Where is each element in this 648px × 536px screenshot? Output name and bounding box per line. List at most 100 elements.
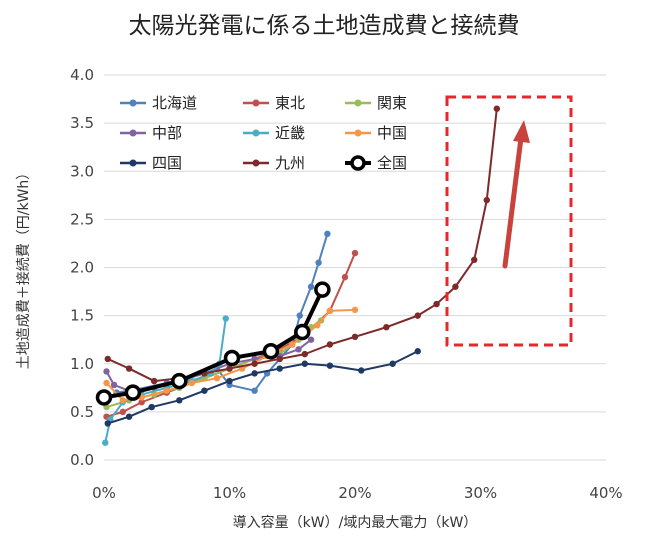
data-point	[262, 342, 280, 360]
plot-area	[95, 105, 501, 446]
chart-title: 太陽光発電に係る土地造成費と接続費	[128, 13, 520, 39]
data-point	[125, 413, 133, 420]
data-point	[103, 379, 110, 387]
y-tick-label: 3.5	[70, 114, 94, 132]
data-point	[414, 348, 421, 355]
data-point	[471, 256, 478, 263]
legend-marker	[354, 99, 362, 107]
data-point	[251, 360, 258, 367]
data-point	[110, 381, 118, 389]
data-point	[301, 360, 308, 367]
x-axis-label: 導入容量（kW）/域内最大電力（kW）	[233, 514, 478, 531]
data-point	[307, 283, 315, 290]
y-tick-label: 2.5	[70, 210, 94, 228]
dashed-highlight-box	[445, 95, 573, 347]
data-point	[176, 397, 183, 404]
data-point	[301, 350, 308, 358]
data-point	[119, 408, 127, 416]
data-point	[326, 362, 334, 369]
data-point	[148, 403, 155, 411]
y-tick-label: 1.0	[70, 355, 94, 373]
data-point	[95, 389, 113, 406]
x-tick-label: 10%	[213, 484, 246, 502]
data-point	[314, 281, 331, 298]
data-point	[483, 196, 490, 204]
data-point	[188, 379, 196, 387]
legend-label: 中国	[377, 124, 407, 142]
series-line	[106, 252, 356, 418]
data-point	[103, 368, 110, 375]
data-point	[251, 370, 258, 377]
data-point	[341, 273, 349, 281]
data-point	[314, 322, 321, 329]
data-point	[289, 341, 296, 348]
legend-marker	[252, 159, 260, 167]
data-point	[251, 387, 258, 394]
data-point	[307, 336, 315, 343]
data-point	[324, 230, 331, 238]
legend-label: 近畿	[275, 124, 305, 142]
data-point	[171, 372, 188, 390]
data-point	[125, 365, 133, 372]
data-point	[383, 323, 390, 331]
data-point	[124, 384, 142, 401]
data-point	[226, 377, 233, 385]
data-point	[315, 259, 322, 266]
x-tick-label: 20%	[338, 484, 371, 502]
legend-label: 四国	[152, 154, 182, 172]
data-point	[276, 365, 283, 372]
legend-label: 九州	[275, 154, 305, 172]
legend-marker	[252, 129, 260, 137]
legend-marker	[350, 155, 366, 171]
annotations	[445, 95, 573, 347]
y-tick-label: 3.0	[70, 162, 94, 180]
data-point	[295, 346, 302, 353]
legend-marker	[252, 99, 260, 107]
trend-arrow	[502, 135, 524, 269]
data-point	[351, 249, 359, 257]
legend-marker	[129, 99, 137, 107]
data-point	[351, 333, 359, 340]
data-point	[226, 365, 233, 372]
data-point	[201, 387, 208, 394]
data-point	[163, 387, 170, 394]
legend-label: 全国	[377, 154, 407, 172]
x-tick-label: 30%	[464, 484, 497, 502]
data-point	[493, 105, 501, 112]
data-point	[326, 341, 334, 348]
data-point	[414, 312, 421, 319]
data-point	[104, 420, 111, 427]
data-point	[389, 360, 396, 367]
y-tick-label: 0.5	[70, 403, 94, 421]
legend-marker	[129, 129, 137, 137]
legend-label: 東北	[275, 94, 305, 112]
data-point	[222, 315, 229, 322]
data-point	[119, 397, 127, 404]
y-tick-label: 4.0	[70, 66, 94, 84]
legend-marker	[129, 159, 137, 167]
y-tick-label: 2.0	[70, 259, 94, 277]
y-tick-label: 0.0	[70, 451, 94, 469]
data-point	[452, 283, 459, 290]
data-point	[151, 377, 158, 385]
data-point	[223, 349, 241, 367]
data-point	[358, 367, 365, 374]
data-point	[276, 355, 283, 363]
arrow-head	[513, 120, 530, 143]
data-point	[351, 306, 359, 314]
data-point	[138, 399, 145, 406]
data-point	[104, 355, 111, 363]
data-point	[294, 323, 311, 341]
y-tick-label: 1.5	[70, 307, 94, 325]
x-tick-label: 0%	[92, 484, 116, 502]
legend-label: 北海道	[152, 94, 197, 112]
legend-label: 中部	[152, 124, 182, 142]
data-point	[433, 300, 440, 308]
data-point	[102, 439, 109, 446]
data-point	[326, 307, 334, 315]
grid-lines	[104, 74, 606, 461]
axes: 0.0 0.5 1.0 1.5 2.0 2.5 3.0 3.5 4.0 0% 10% 20% 30% 40…	[70, 66, 623, 502]
data-point	[296, 312, 303, 319]
